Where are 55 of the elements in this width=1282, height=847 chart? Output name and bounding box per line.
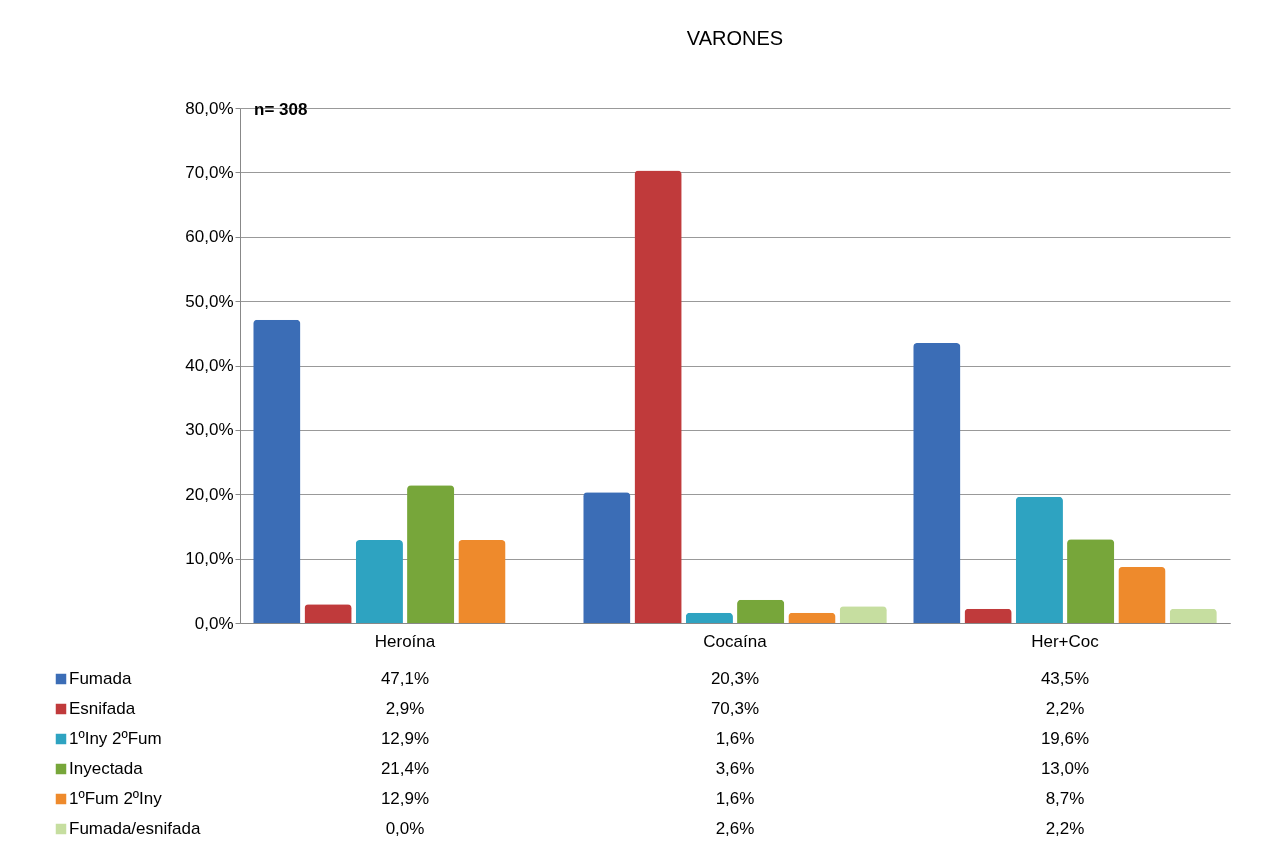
bar bbox=[253, 319, 301, 623]
bar bbox=[304, 604, 352, 623]
y-tick-label: 40,0% bbox=[185, 356, 234, 375]
x-tick-label: Heroína bbox=[374, 631, 436, 651]
data-label: 0,0% bbox=[385, 819, 425, 838]
y-tick-label: 70,0% bbox=[185, 162, 234, 182]
chart-title: VARONES bbox=[686, 27, 784, 49]
data-label: 3,6% bbox=[715, 759, 755, 778]
y-tick-label: 60,0% bbox=[185, 227, 234, 247]
data-label: 1,6% bbox=[715, 789, 755, 808]
legend-label: Inyectada bbox=[69, 759, 144, 778]
legend-label: 1ºFum 2ºIny bbox=[69, 789, 163, 808]
bar bbox=[1015, 496, 1063, 623]
legend-label: 1ºIny 2ºFum bbox=[69, 729, 162, 748]
data-label: 70,3% bbox=[710, 699, 760, 718]
data-label: 21,4% bbox=[380, 759, 430, 778]
y-tick-label: 20,0% bbox=[185, 484, 234, 504]
y-tick-label: 10,0% bbox=[185, 549, 234, 569]
bar bbox=[583, 492, 631, 623]
legend-label: Esnifada bbox=[69, 699, 136, 718]
bar bbox=[355, 539, 403, 623]
y-tick-label: 30,0% bbox=[185, 420, 234, 440]
bar bbox=[1067, 539, 1115, 623]
bar bbox=[1169, 608, 1217, 623]
annotation: n= 308 bbox=[254, 100, 308, 119]
bar bbox=[839, 606, 887, 623]
bar bbox=[407, 485, 455, 623]
bar bbox=[685, 612, 733, 623]
bar bbox=[458, 539, 506, 623]
data-label: 2,2% bbox=[1045, 819, 1085, 838]
y-tick-label: 80,0% bbox=[185, 98, 234, 118]
data-label: 12,9% bbox=[380, 789, 430, 808]
data-label: 2,9% bbox=[385, 699, 425, 718]
data-label: 2,2% bbox=[1045, 699, 1085, 718]
data-label: 47,1% bbox=[380, 669, 430, 688]
data-label: 1,6% bbox=[715, 729, 755, 748]
y-tick-label: 50,0% bbox=[185, 291, 234, 311]
bar bbox=[1118, 566, 1166, 623]
data-label: 13,0% bbox=[1040, 759, 1090, 778]
bar bbox=[788, 612, 836, 623]
bar bbox=[737, 599, 785, 623]
bar bbox=[634, 170, 682, 623]
x-tick-label: Cocaína bbox=[703, 631, 768, 651]
data-label: 19,6% bbox=[1040, 729, 1090, 748]
y-tick-label: 0,0% bbox=[194, 613, 234, 633]
bar bbox=[913, 342, 961, 623]
x-tick-label: Her+Coc bbox=[1031, 631, 1100, 651]
data-label: 12,9% bbox=[380, 729, 430, 748]
data-label: 43,5% bbox=[1040, 669, 1090, 688]
legend-label: Fumada bbox=[69, 669, 132, 688]
bar bbox=[964, 608, 1012, 623]
data-label: 20,3% bbox=[710, 669, 760, 688]
data-label: 8,7% bbox=[1045, 789, 1085, 808]
legend-label: Fumada/esnifada bbox=[69, 819, 201, 838]
data-label: 2,6% bbox=[715, 819, 755, 838]
